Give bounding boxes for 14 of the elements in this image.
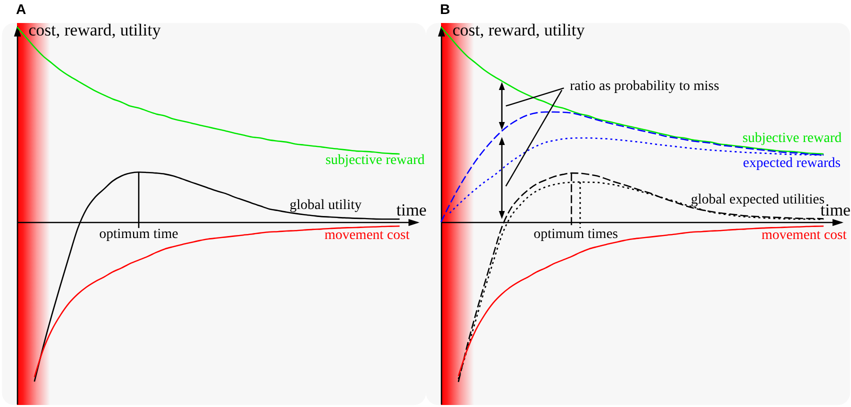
- series-label: subjective reward: [325, 152, 425, 168]
- y-axis-title: cost, reward, utility: [28, 20, 162, 40]
- series-label: expected rewards: [743, 156, 841, 171]
- x-axis-title: time: [396, 200, 427, 220]
- chart-title: B: [440, 1, 450, 17]
- annotation: ratio as probability to miss: [570, 79, 720, 94]
- series-label: global utility: [290, 198, 362, 214]
- annotation: optimum times: [534, 227, 618, 242]
- series-label: movement cost: [324, 228, 410, 244]
- series-label: subjective reward: [742, 130, 842, 146]
- series-label: movement cost: [761, 228, 847, 244]
- chart-title: A: [16, 1, 26, 17]
- annotation: optimum time: [99, 227, 178, 242]
- y-axis-title: cost, reward, utility: [452, 20, 586, 40]
